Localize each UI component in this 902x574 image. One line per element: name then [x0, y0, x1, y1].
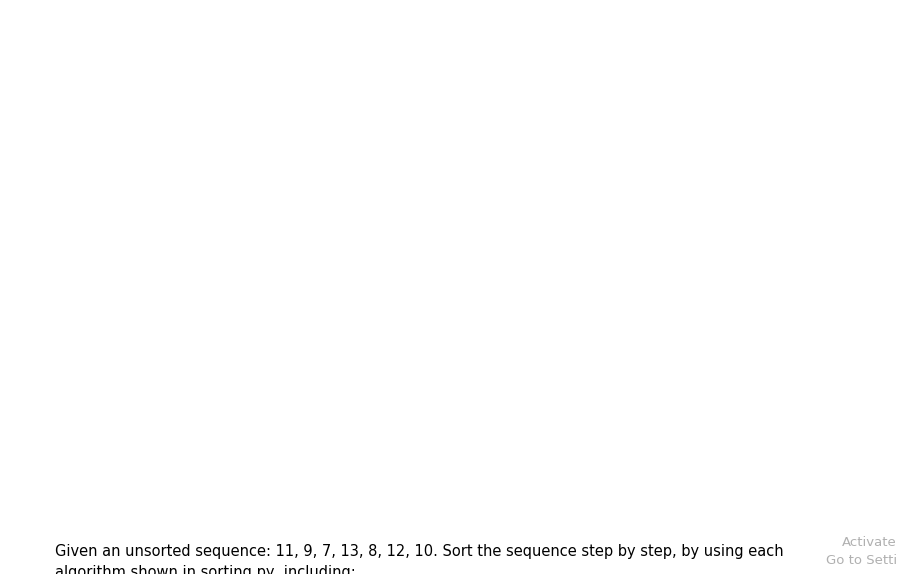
- Text: Activate: Activate: [842, 536, 897, 549]
- Text: Go to Setti: Go to Setti: [826, 554, 897, 567]
- Text: algorithm shown in sorting.py, including:: algorithm shown in sorting.py, including…: [55, 564, 355, 574]
- Text: Given an unsorted sequence: 11, 9, 7, 13, 8, 12, 10. Sort the sequence step by s: Given an unsorted sequence: 11, 9, 7, 13…: [55, 544, 784, 559]
